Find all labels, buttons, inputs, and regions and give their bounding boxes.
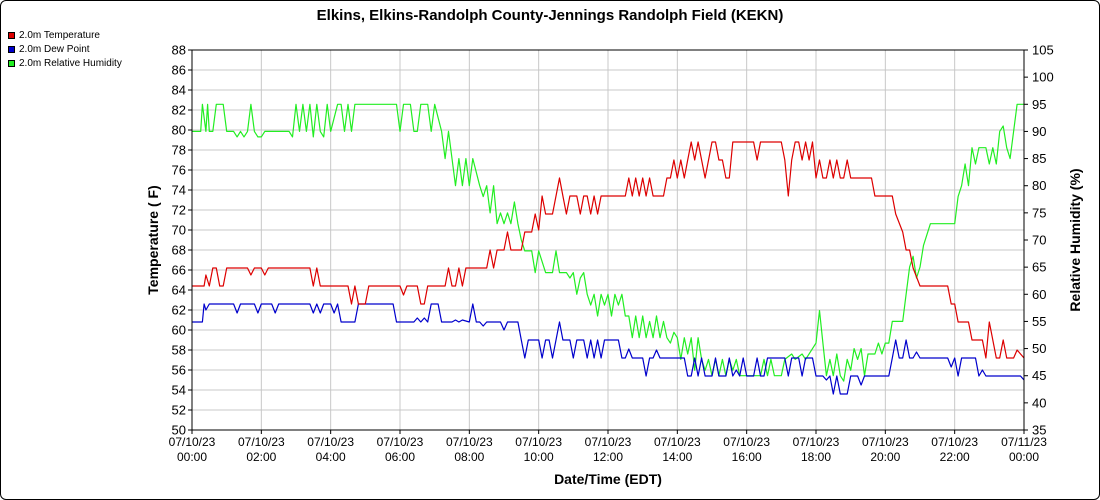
left-tick-label: 66: [172, 263, 186, 278]
left-tick-label: 54: [172, 383, 186, 398]
y-axis-label-left: Temperature ( F): [145, 185, 161, 294]
left-tick-label: 70: [172, 223, 186, 238]
x-axis-ticks: 07/10/2300:0007/10/2302:0007/10/2304:000…: [169, 430, 1047, 464]
y-axis-label-right: Relative Humidity (%): [1067, 168, 1083, 311]
left-tick-label: 88: [172, 43, 186, 58]
legend-label-temperature: 2.0m Temperature: [19, 29, 100, 41]
right-tick-label: 60: [1032, 287, 1046, 302]
right-tick-label: 45: [1032, 368, 1046, 383]
x-tick-label-date: 07/10/23: [238, 435, 285, 449]
left-tick-label: 68: [172, 243, 186, 258]
x-tick-label-time: 14:00: [662, 450, 692, 464]
x-tick-label-time: 02:00: [246, 450, 276, 464]
legend-item-dew-point[interactable]: 2.0m Dew Point: [8, 42, 122, 56]
temperature-swatch: [8, 31, 15, 39]
x-tick-label-time: 00:00: [177, 450, 207, 464]
right-tick-label: 95: [1032, 97, 1046, 112]
x-tick-label-time: 18:00: [801, 450, 831, 464]
left-tick-label: 62: [172, 303, 186, 318]
x-tick-label-time: 16:00: [732, 450, 762, 464]
relative-humidity-line: [192, 103, 1024, 382]
right-tick-label: 100: [1032, 70, 1054, 85]
x-tick-label-time: 20:00: [870, 450, 900, 464]
right-tick-label: 75: [1032, 205, 1046, 220]
x-tick-label-date: 07/10/23: [377, 435, 424, 449]
x-tick-label-time: 12:00: [593, 450, 623, 464]
legend-label-relative-humidity: 2.0m Relative Humidity: [19, 57, 122, 69]
left-tick-label: 82: [172, 103, 186, 118]
left-tick-label: 86: [172, 63, 186, 78]
x-tick-label-date: 07/10/23: [723, 435, 770, 449]
x-tick-label-time: 08:00: [454, 450, 484, 464]
series-layer: [192, 103, 1025, 395]
legend-item-relative-humidity[interactable]: 2.0m Relative Humidity: [8, 56, 122, 70]
x-axis-label: Date/Time (EDT): [554, 471, 662, 487]
right-tick-label: 55: [1032, 314, 1046, 329]
x-tick-label-date: 07/10/23: [307, 435, 354, 449]
dew-point-line: [192, 303, 1025, 395]
left-tick-label: 80: [172, 123, 186, 138]
x-tick-label-date: 07/10/23: [515, 435, 562, 449]
relative-humidity-swatch: [8, 59, 15, 67]
left-tick-label: 84: [172, 83, 186, 98]
right-tick-label: 80: [1032, 178, 1046, 193]
left-tick-label: 76: [172, 163, 186, 178]
chart-title: Elkins, Elkins-Randolph County-Jennings …: [317, 7, 784, 24]
left-tick-label: 72: [172, 203, 186, 218]
x-tick-label-time: 04:00: [316, 450, 346, 464]
x-tick-label-time: 00:00: [1009, 450, 1039, 464]
right-tick-label: 35: [1032, 423, 1046, 438]
left-tick-label: 74: [172, 183, 186, 198]
temperature-line: [192, 141, 1025, 359]
right-tick-label: 90: [1032, 124, 1046, 139]
x-tick-label-date: 07/10/23: [931, 435, 978, 449]
dew-point-swatch: [8, 45, 15, 53]
x-tick-label-date: 07/10/23: [862, 435, 909, 449]
left-tick-label: 64: [172, 283, 186, 298]
x-tick-label-time: 10:00: [524, 450, 554, 464]
x-tick-label-date: 07/11/23: [1001, 435, 1047, 449]
left-tick-label: 78: [172, 143, 186, 158]
legend-item-temperature[interactable]: 2.0m Temperature: [8, 28, 122, 42]
x-tick-label-date: 07/10/23: [793, 435, 840, 449]
legend-label-dew-point: 2.0m Dew Point: [19, 43, 90, 55]
x-tick-label-time: 06:00: [385, 450, 415, 464]
x-tick-label-date: 07/10/23: [585, 435, 632, 449]
left-axis-ticks: 50 52 54 56 58 60 62 64 66 68 70 72 74 76 78 80 82 84 86 88: [172, 43, 192, 438]
x-tick-label-date: 07/10/23: [654, 435, 701, 449]
right-tick-label: 105: [1032, 43, 1054, 58]
left-tick-label: 60: [172, 323, 186, 338]
right-tick-label: 65: [1032, 260, 1046, 275]
legend: 2.0m Temperature 2.0m Dew Point 2.0m Rel…: [8, 28, 122, 70]
right-tick-label: 40: [1032, 395, 1046, 410]
left-tick-label: 50: [172, 423, 186, 438]
left-tick-label: 56: [172, 363, 186, 378]
x-tick-label-date: 07/10/23: [446, 435, 493, 449]
x-tick-label-time: 22:00: [940, 450, 970, 464]
right-tick-label: 85: [1032, 151, 1046, 166]
left-tick-label: 58: [172, 343, 186, 358]
x-tick-label-date: 07/10/23: [169, 435, 216, 449]
right-axis-ticks: 35 40 45 50 55 60 65 70 75 80 85 90 95 100 105: [1024, 43, 1054, 438]
right-tick-label: 50: [1032, 341, 1046, 356]
right-tick-label: 70: [1032, 233, 1046, 248]
left-tick-label: 52: [172, 403, 186, 418]
